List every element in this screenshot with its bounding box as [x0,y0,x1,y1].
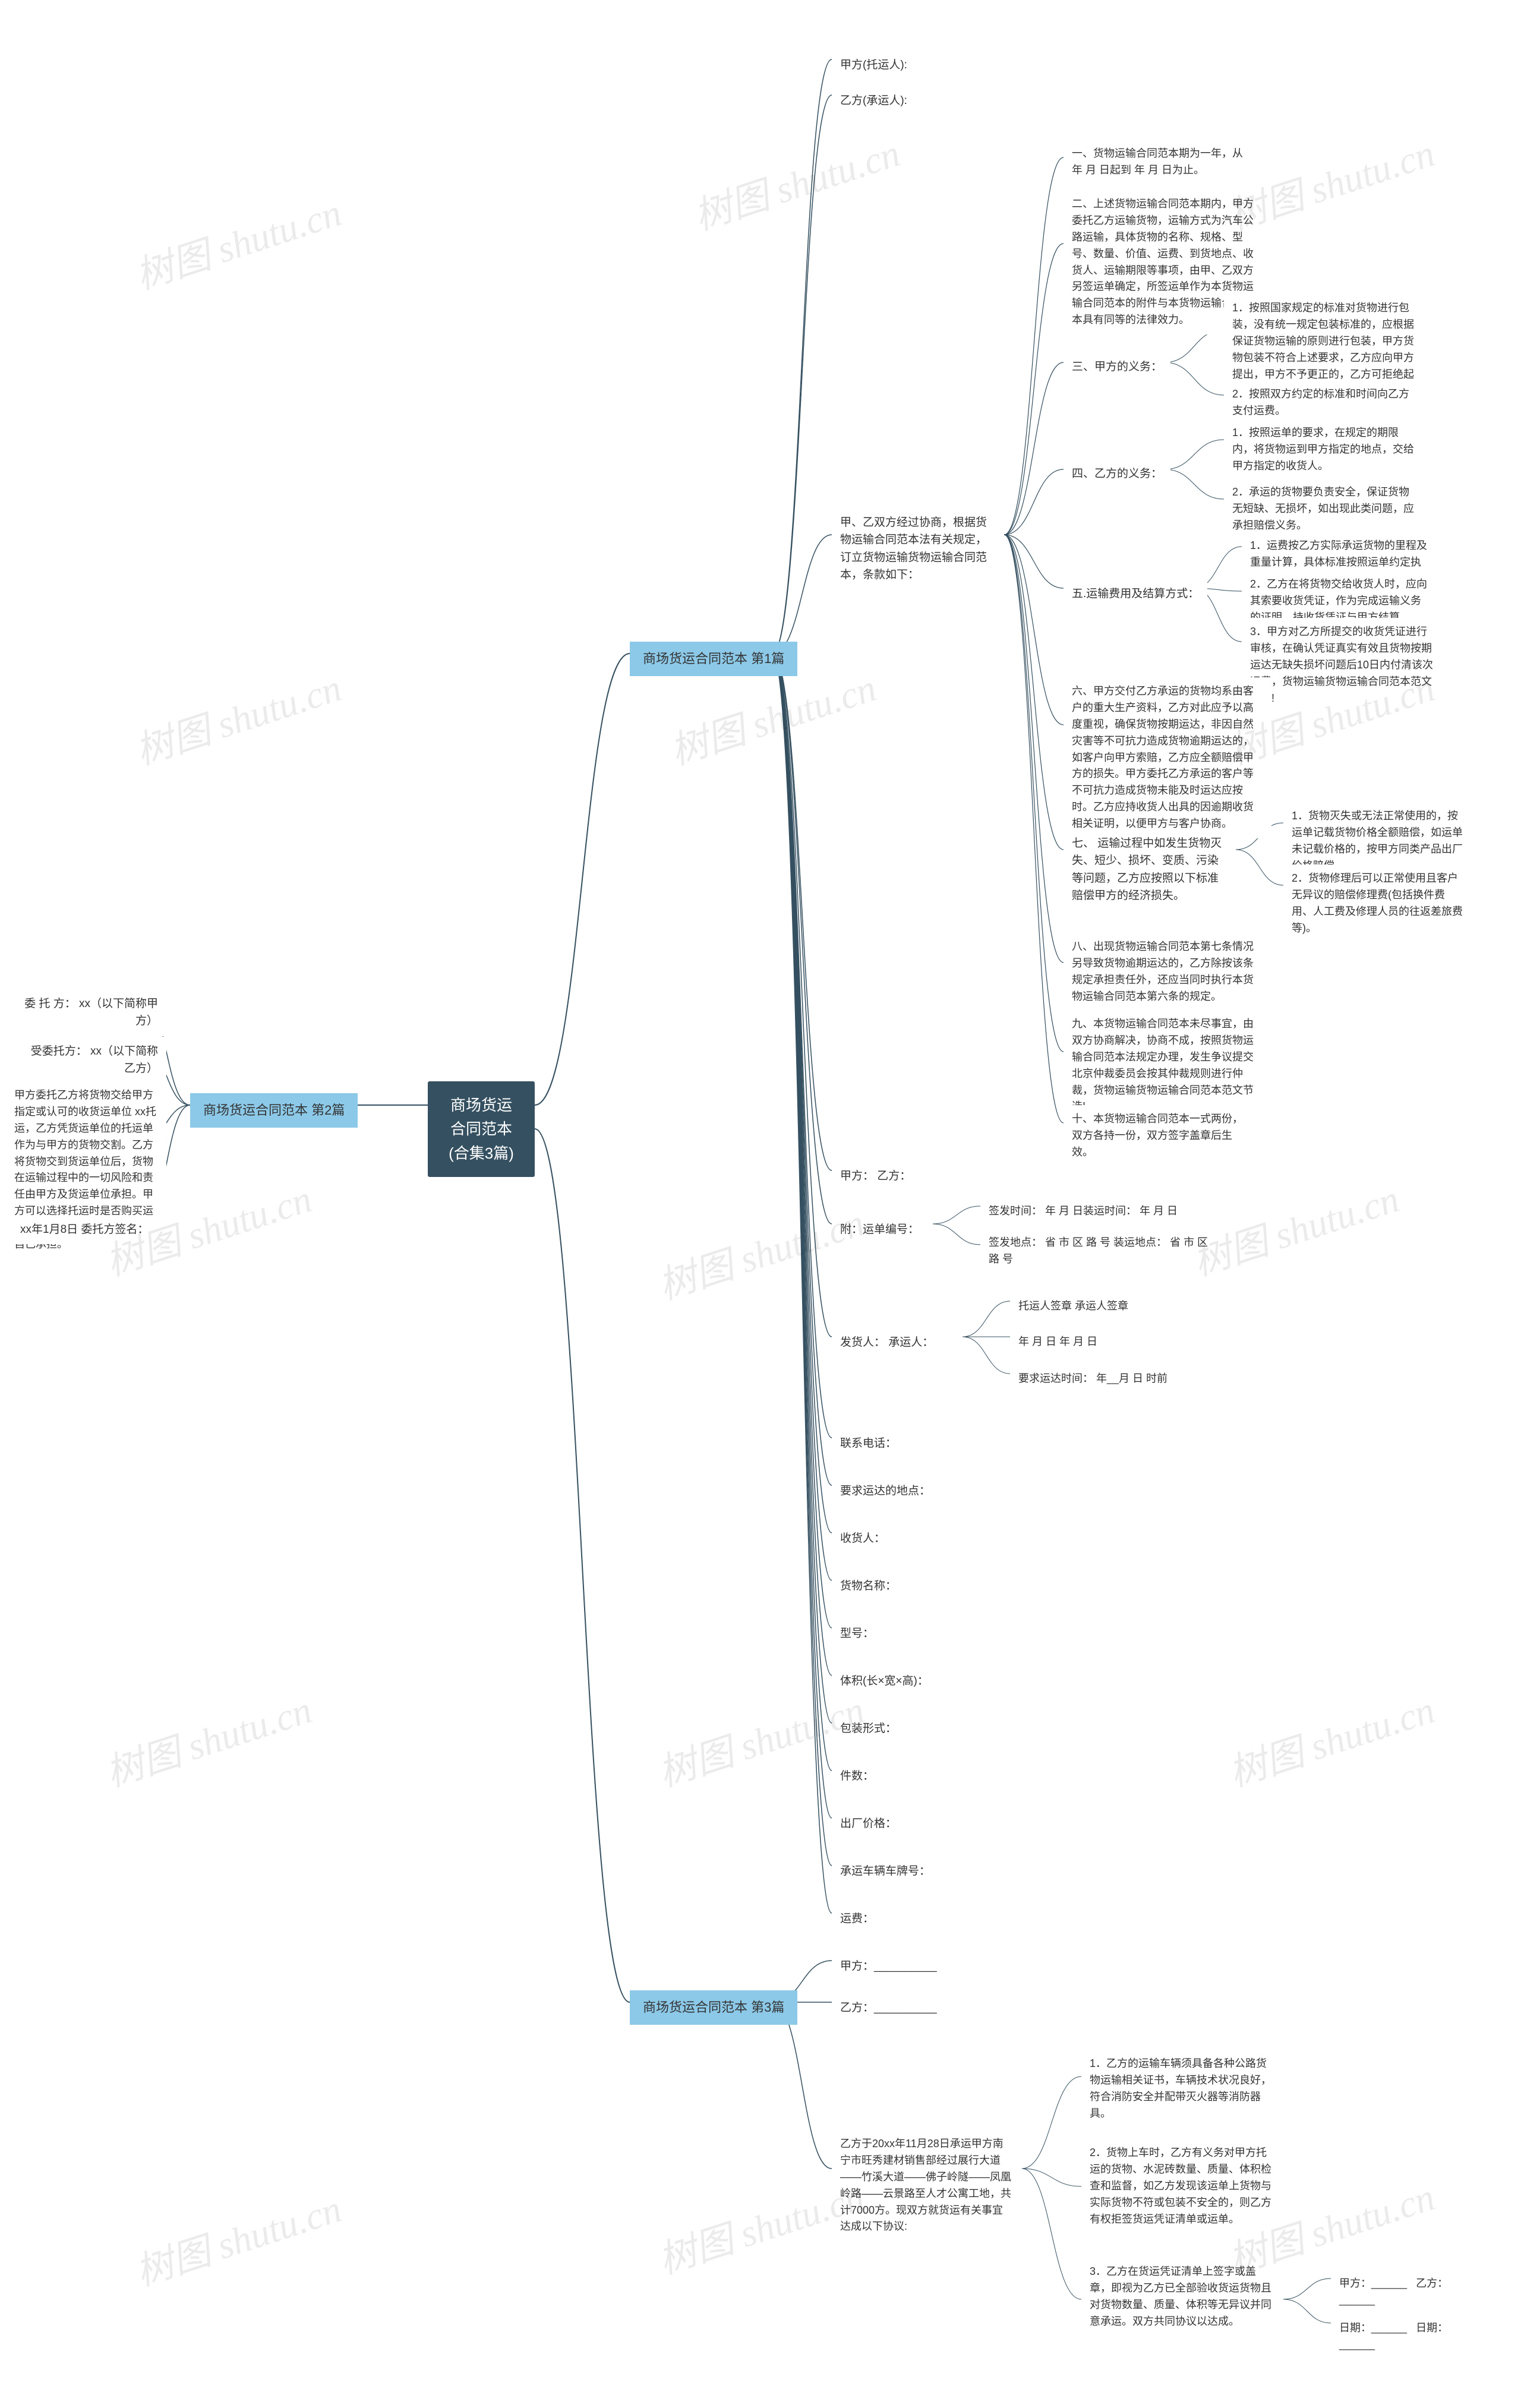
b1-appendix: 附：运单编号： [832,1215,927,1244]
b1-f10: 运费： [832,1904,882,1933]
b1-c1: 一、货物运输合同范本期为一年，从 年 月 日起到 年 月 日为止。 [1064,140,1254,185]
watermark-text: 树图 shutu.cn [1221,1680,1441,1797]
b2-l1: 委 托 方： xx（以下简称甲方） [12,989,166,1036]
b1-f4: 型号： [832,1619,882,1648]
b1-c3-title: 三、甲方的义务： [1064,352,1170,381]
b2-l4: xx年1月8日 委托方签名： [12,1215,157,1244]
b1-party-a: 甲方(托运人): [832,51,916,80]
b1-c7-2: 2．货物修理后可以正常使用且客户无异议的赔偿修理费(包括换件费用、人工费及修理人… [1283,864,1473,943]
b1-f6: 包装形式： [832,1714,905,1743]
watermark-text: 树图 shutu.cn [128,658,348,775]
b1-c6: 六、甲方交付乙方承运的货物均系由客户的重大生产资料，乙方对此应予以高度重视，确保… [1064,677,1271,838]
b3-sig-dates: 日期：______ 日期：______ [1331,2314,1479,2359]
b1-f2: 收货人： [832,1524,894,1553]
b1-c7-title: 七、 运输过程中如发生货物灭失、短少、损坏、变质、污染等问题，乙方应按照以下标准… [1064,829,1236,911]
b3-sig-ab: 甲方：______ 乙方：______ [1331,2270,1479,2315]
b1-c10: 十、本货物运输合同范本一式两份，双方各持一份，双方签字盖章后生效。 [1064,1105,1260,1167]
b2-l2: 受委托方： xx（以下简称乙方） [12,1037,166,1084]
b1-f3: 货物名称： [832,1571,905,1601]
b1-c4-2: 2．承运的货物要负责安全，保证货物无短缺、无损坏，如出现此类问题，应承担赔偿义务… [1224,478,1426,540]
watermark-text: 树图 shutu.cn [1185,1169,1405,1286]
b1-sh3: 要求运达时间： 年__月 日 时前 [1010,1365,1176,1393]
b1-sh1: 托运人签章 承运人签章 [1010,1292,1137,1321]
b1-c8: 八、出现货物运输合同范本第七条情况另导致货物逾期运达的，乙方除按该条规定承担责任… [1064,933,1266,1011]
b3-intro: 乙方于20xx年11月28日承运甲方南宁市旺秀建材销售部经过展行大道——竹溪大道… [832,2130,1022,2241]
b3-pb: 乙方：__________ [832,1993,945,2022]
watermark-text: 树图 shutu.cn [686,123,906,241]
b1-f1: 要求运达的地点： [832,1476,939,1506]
watermark-text: 树图 shutu.cn [128,182,348,300]
watermark-text: 树图 shutu.cn [98,1680,318,1797]
b3-c2: 2．货物上车时，乙方有义务对甲方托运的货物、水泥砖数量、质量、体积检查和监督，如… [1081,2139,1283,2233]
b1-c5-3: 3．甲方对乙方所提交的收货凭证进行审核，在确认凭证真实有效且货物按期运达无缺失损… [1242,618,1444,712]
b1-contact: 联系电话： [832,1429,905,1458]
b1-party-b: 乙方(承运人): [832,86,916,115]
branch-3[interactable]: 商场货运合同范本 第3篇 [630,1990,797,2025]
branch-2[interactable]: 商场货运合同范本 第2篇 [190,1093,358,1128]
b1-f8: 出厂价格： [832,1809,905,1838]
watermark-text: 树图 shutu.cn [128,2179,348,2296]
branch-1[interactable]: 商场货运合同范本 第1篇 [630,642,797,676]
b1-sig-ab: 甲方： 乙方： [832,1162,919,1191]
b3-c1: 1．乙方的运输车辆须具备各种公路货物运输相关证书，车辆技术状况良好，符合消防安全… [1081,2050,1283,2128]
b1-shipper: 发货人： 承运人： [832,1328,942,1357]
b1-f5: 体积(长×宽×高)： [832,1667,937,1696]
b1-ap2: 签发地点： 省 市 区 路 号 装运地点： 省 市 区 路 号 [980,1229,1218,1274]
b1-c4-1: 1．按照运单的要求，在规定的期限内，将货物运到甲方指定的地点，交给甲方指定的收货… [1224,419,1426,481]
root-node[interactable]: 商场货运合同范本(合集3篇) [428,1081,535,1177]
b3-pa: 甲方：__________ [832,1952,945,1981]
b3-c3: 3．乙方在货运凭证清单上签字或盖章，即视为乙方已全部验收货运货物且对货物数量、质… [1081,2258,1283,2336]
b1-c4-title: 四、乙方的义务： [1064,459,1170,488]
b1-f7: 件数： [832,1762,882,1791]
mindmap-canvas: 商场货运合同范本(合集3篇) 商场货运合同范本 第1篇 甲方(托运人): 乙方(… [0,0,1521,2408]
watermark-text: 树图 shutu.cn [651,1192,870,1310]
b1-intro: 甲、乙双方经过协商，根据货物运输合同范本法有关规定，订立货物运输货物运输合同范本… [832,508,1004,590]
b1-c5-title: 五.运输费用及结算方式： [1064,579,1207,608]
b3-date-a: 日期：______ [1339,2322,1407,2334]
b1-sh2: 年 月 日 年 月 日 [1010,1328,1106,1356]
b3-sig-a: 甲方：______ [1339,2277,1407,2289]
b1-ap1: 签发时间： 年 月 日装运时间： 年 月 日 [980,1197,1186,1226]
b1-f9: 承运车辆车牌号： [832,1857,939,1886]
